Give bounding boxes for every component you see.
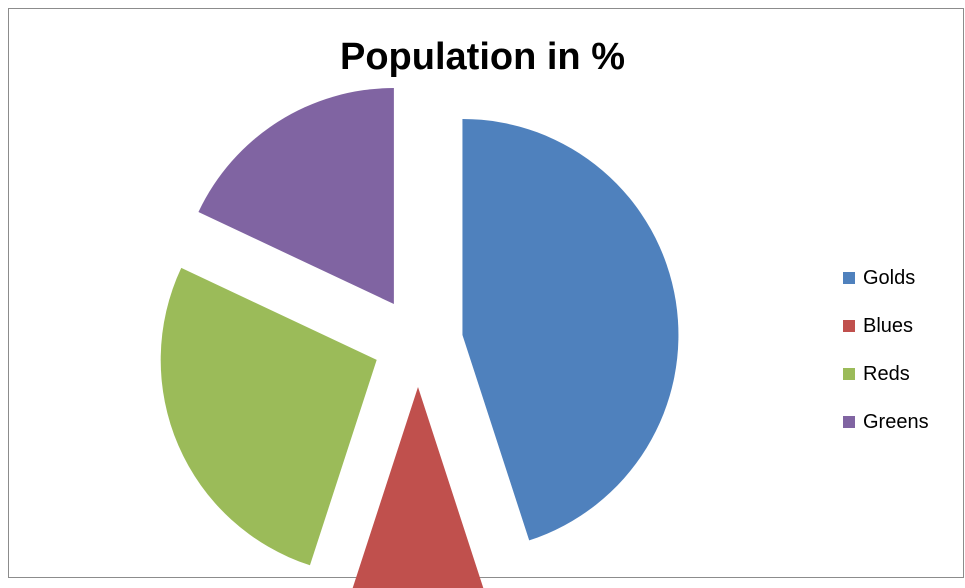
legend-item-golds: Golds bbox=[843, 254, 958, 302]
legend-swatch bbox=[843, 416, 855, 428]
pie-slice-greens bbox=[198, 88, 394, 305]
chart-title: Population in % bbox=[340, 36, 625, 78]
pie-slice-golds bbox=[462, 118, 679, 541]
legend-item-reds: Reds bbox=[843, 350, 958, 398]
legend-label: Golds bbox=[863, 266, 916, 289]
pie-slice-blues bbox=[352, 387, 484, 588]
legend-swatch bbox=[843, 368, 855, 380]
pie-slice-reds bbox=[160, 267, 377, 566]
legend-swatch bbox=[843, 272, 855, 284]
legend-label: Blues bbox=[863, 314, 914, 337]
legend-label: Greens bbox=[863, 410, 929, 433]
legend-swatch bbox=[843, 320, 855, 332]
legend-item-greens: Greens bbox=[843, 398, 958, 446]
legend-item-blues: Blues bbox=[843, 302, 958, 350]
legend-label: Reds bbox=[863, 362, 910, 385]
legend: Golds Blues Reds Greens bbox=[843, 254, 958, 446]
